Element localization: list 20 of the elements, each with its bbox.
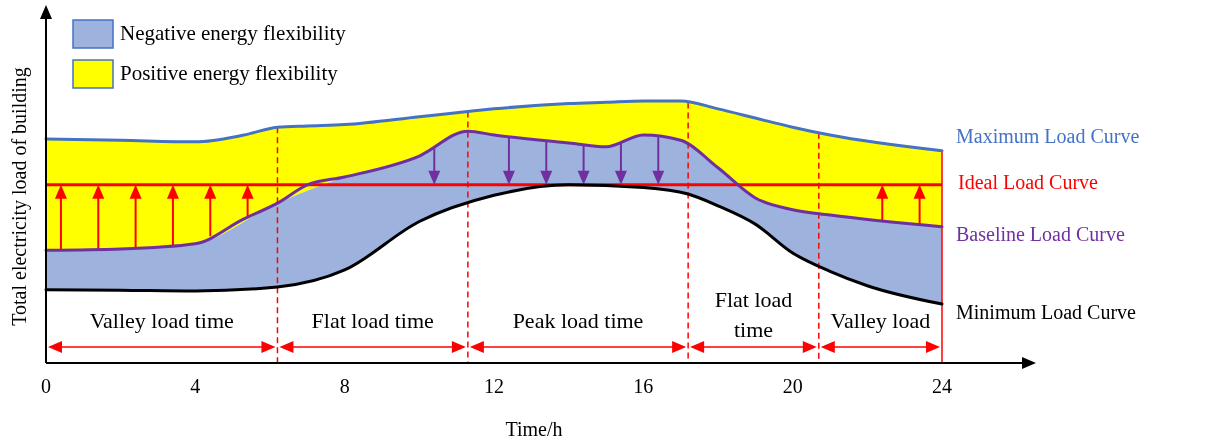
series-label: Minimum Load Curve [956,300,1137,323]
ref-line-label: Ideal Load Curve [958,171,1099,194]
annotation: Flat load time [714,287,793,343]
series-label: Maximum Load Curve [956,125,1140,148]
annotation: Peak load time [512,308,644,334]
legend-label: Positive energy flexibility [120,60,339,85]
x-tick-label: 12 [484,375,504,397]
annotation: Valley load [830,308,931,334]
y-axis-title: Total electricity load of building [8,67,31,326]
series-label: Baseline Load Curve [956,223,1125,246]
x-tick-label: 20 [782,375,803,397]
legend-label: Negative energy flexibility [120,20,347,45]
x-tick-label: 0 [41,375,51,397]
x-tick-label: 4 [190,375,201,397]
x-tick-label: 8 [339,375,350,397]
x-axis-title: Time/h [505,418,563,440]
annotation: Flat load time [311,308,434,334]
x-tick-label: 24 [932,375,952,397]
x-tick-label: 16 [633,375,654,397]
annotation: Valley load time [89,308,234,334]
